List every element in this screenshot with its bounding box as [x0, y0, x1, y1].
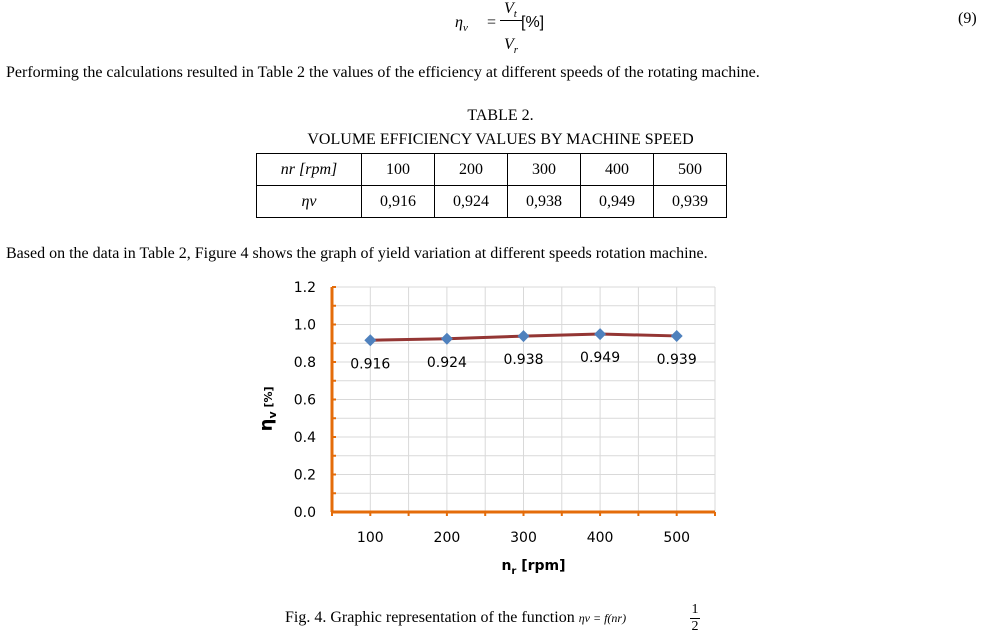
table-cell: 0,924: [434, 185, 508, 218]
caption-formula: ηv = f(nr): [578, 611, 627, 625]
table-cell: 0,949: [580, 185, 654, 218]
data-point: [517, 330, 530, 343]
paragraph-1: Performing the calculations resulted in …: [6, 64, 760, 81]
table-cell: 0,939: [653, 185, 727, 218]
y-tick-label: 0.6: [294, 393, 316, 409]
x-tick-label: 200: [434, 530, 461, 546]
x-tick-label: 100: [357, 530, 384, 546]
data-label: 0.916: [350, 356, 390, 372]
equation-9: ηv = Vt Vr [%]: [455, 0, 575, 60]
equation-numerator: Vt: [504, 0, 517, 21]
table-cell: 300: [507, 153, 581, 186]
x-axis-label: nr [rpm]: [501, 558, 565, 577]
caption-frac-den: 2: [691, 619, 699, 634]
data-point: [594, 328, 607, 341]
table-title: TABLE 2.: [467, 107, 534, 124]
y-tick-label: 0.0: [294, 505, 316, 521]
y-tick-label: 0.8: [294, 355, 316, 371]
data-point: [670, 329, 683, 342]
data-label: 0.938: [503, 352, 543, 368]
table-cell: 100: [361, 153, 435, 186]
equation-denominator: Vr: [504, 36, 519, 57]
table-cell: 400: [580, 153, 654, 186]
x-tick-label: 300: [510, 530, 537, 546]
table-row-head-efficiency: ηv: [256, 185, 362, 218]
table-subtitle: VOLUME EFFICIENCY VALUES BY MACHINE SPEE…: [307, 131, 694, 148]
efficiency-table: nr [rpm] 100 200 300 400 500 ηv 0,916 0,…: [256, 153, 727, 218]
table-cell: 200: [434, 153, 508, 186]
caption-frac-num: 1: [691, 602, 699, 617]
y-tick-label: 0.2: [294, 468, 316, 484]
table-row: ηv 0,916 0,924 0,938 0,949 0,939: [256, 185, 727, 218]
data-point: [440, 332, 453, 345]
table-cell: 500: [653, 153, 727, 186]
table-row: nr [rpm] 100 200 300 400 500: [256, 153, 727, 186]
equation-lhs: ηv: [455, 14, 468, 35]
equation-equals: =: [487, 14, 497, 31]
table-row-head-speed: nr [rpm]: [256, 153, 362, 186]
x-tick-label: 400: [587, 530, 614, 546]
fraction-bar: [500, 20, 522, 21]
caption-fraction: 1 2: [690, 603, 700, 634]
equation-unit: [%]: [521, 14, 545, 31]
caption-text: Fig. 4. Graphic representation of the fu…: [285, 609, 575, 626]
table-cell: 0,916: [361, 185, 435, 218]
data-label: 0.924: [427, 355, 467, 371]
y-tick-label: 1.0: [294, 318, 316, 334]
equation-number: (9): [958, 10, 977, 27]
efficiency-chart: 0.0 0.2 0.4 0.6 0.8 1.0 1.2 100 200 300 400 500 0.91…: [256, 280, 716, 577]
data-label: 0.939: [657, 352, 697, 368]
data-point: [364, 334, 377, 347]
y-axis-label: ηv [%]: [256, 386, 279, 431]
data-label: 0.949: [580, 350, 620, 366]
table-cell: 0,938: [507, 185, 581, 218]
y-tick-label: 0.4: [294, 430, 316, 446]
paragraph-2: Based on the data in Table 2, Figure 4 s…: [6, 245, 708, 262]
caption-frac-bar: [690, 618, 700, 619]
figure-caption: Fig. 4. Graphic representation of the fu…: [285, 608, 626, 628]
y-tick-label: 1.2: [294, 280, 316, 296]
x-tick-label: 500: [663, 530, 690, 546]
